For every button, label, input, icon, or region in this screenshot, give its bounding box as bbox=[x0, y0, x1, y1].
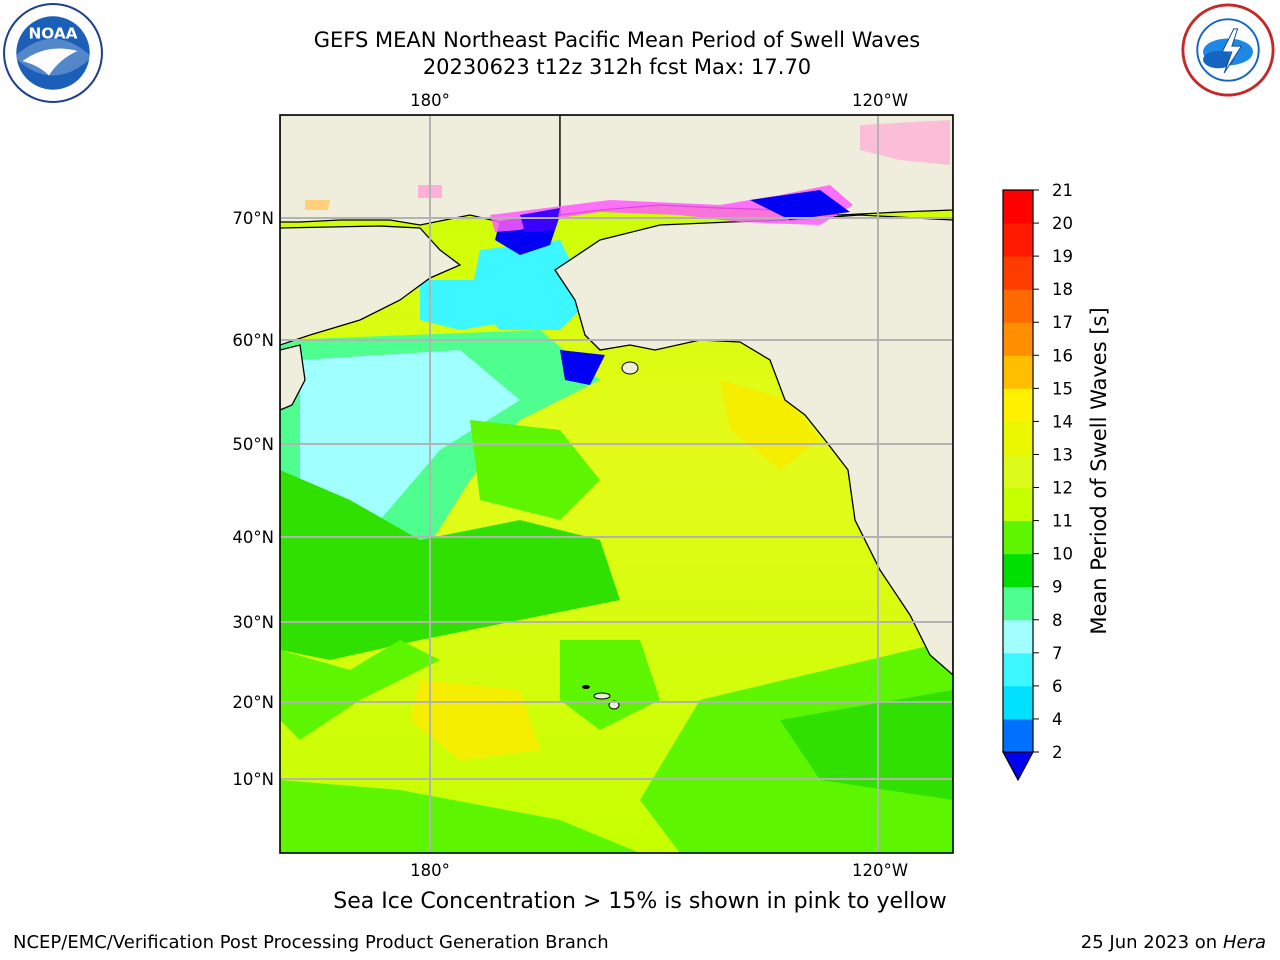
colorbar-tick-label: 18 bbox=[1052, 280, 1073, 299]
colorbar-tick-label: 11 bbox=[1052, 512, 1073, 531]
colorbar-tick-label: 4 bbox=[1052, 710, 1063, 729]
colorbar-segment bbox=[1003, 355, 1033, 389]
colorbar-tick-label: 21 bbox=[1052, 181, 1073, 200]
colorbar-segment bbox=[1003, 454, 1033, 489]
colorbar-tick-label: 12 bbox=[1052, 479, 1073, 498]
colorbar-tick-label: 10 bbox=[1052, 545, 1073, 564]
nws-logo bbox=[1181, 3, 1275, 97]
lat-label-50n: 50°N bbox=[232, 435, 274, 454]
colorbar-segment bbox=[1003, 388, 1033, 422]
lon-label-bottom-180: 180° bbox=[410, 861, 450, 880]
colorbar-tick-label: 6 bbox=[1052, 677, 1063, 696]
colorbar-frame bbox=[1002, 189, 1034, 753]
colorbar-segment bbox=[1003, 223, 1033, 257]
colorbar-tick-label: 19 bbox=[1052, 247, 1073, 266]
noaa-logo: NOAA bbox=[3, 3, 103, 103]
credit-text: NCEP/EMC/Verification Post Processing Pr… bbox=[13, 932, 609, 953]
colorbar: 2 4 6 7 8 9 10 11 12 13 14 15 16 17 18 19 20 21 bbox=[1001, 181, 1073, 782]
colorbar-tick-label: 15 bbox=[1052, 379, 1073, 398]
lon-label-top-120w: 120°W bbox=[852, 91, 908, 110]
lat-label-20n: 20°N bbox=[232, 693, 274, 712]
colorbar-segment bbox=[1003, 652, 1033, 687]
colorbar-tick-label: 14 bbox=[1052, 412, 1073, 431]
lat-label-10n: 10°N bbox=[232, 770, 274, 789]
colorbar-segment bbox=[1003, 190, 1033, 224]
map-title: GEFS MEAN Northeast Pacific Mean Period … bbox=[313, 28, 921, 52]
colorbar-label: Mean Period of Swell Waves [s] bbox=[1087, 307, 1111, 634]
credit-system: Hera bbox=[1222, 932, 1266, 953]
lon-label-bottom-120w: 120°W bbox=[852, 861, 908, 880]
colorbar-tick-label: 13 bbox=[1052, 445, 1073, 464]
colorbar-segment bbox=[1003, 421, 1033, 455]
sea-ice-note: Sea Ice Concentration > 15% is shown in … bbox=[333, 889, 947, 914]
colorbar-tick-label: 20 bbox=[1052, 214, 1073, 233]
colorbar-segment bbox=[1003, 553, 1033, 588]
map-subtitle: 20230623 t12z 312h fcst Max: 17.70 bbox=[422, 55, 812, 79]
credit-date: 25 Jun 2023 on Hera bbox=[1081, 932, 1266, 953]
map-frame bbox=[279, 114, 954, 854]
colorbar-segment bbox=[1003, 586, 1033, 621]
colorbar-segment bbox=[1003, 520, 1033, 555]
colorbar-tick-label: 16 bbox=[1052, 346, 1073, 365]
svg-text:NOAA: NOAA bbox=[28, 25, 77, 43]
colorbar-segment bbox=[1003, 685, 1033, 720]
colorbar-segment bbox=[1003, 487, 1033, 522]
map-panel bbox=[280, 115, 953, 853]
colorbar-tick-label: 8 bbox=[1052, 611, 1063, 630]
colorbar-segment bbox=[1003, 718, 1033, 753]
lat-label-70n: 70°N bbox=[232, 209, 274, 228]
credit-date-text: 25 Jun 2023 on bbox=[1080, 932, 1218, 953]
colorbar-tick-label: 17 bbox=[1052, 313, 1073, 332]
colorbar-segment bbox=[1003, 256, 1033, 290]
colorbar-segment bbox=[1003, 322, 1033, 356]
colorbar-tick-label: 7 bbox=[1052, 644, 1063, 663]
colorbar-segment bbox=[1003, 289, 1033, 323]
graticule bbox=[280, 115, 953, 853]
colorbar-extend-triangle bbox=[1001, 751, 1035, 782]
lat-label-60n: 60°N bbox=[232, 331, 274, 350]
colorbar-tick-label: 2 bbox=[1052, 743, 1063, 762]
lat-label-30n: 30°N bbox=[232, 613, 274, 632]
colorbar-segment bbox=[1003, 619, 1033, 654]
colorbar-tick-label: 9 bbox=[1052, 578, 1063, 597]
lon-label-top-180: 180° bbox=[410, 91, 450, 110]
lat-label-40n: 40°N bbox=[232, 528, 274, 547]
